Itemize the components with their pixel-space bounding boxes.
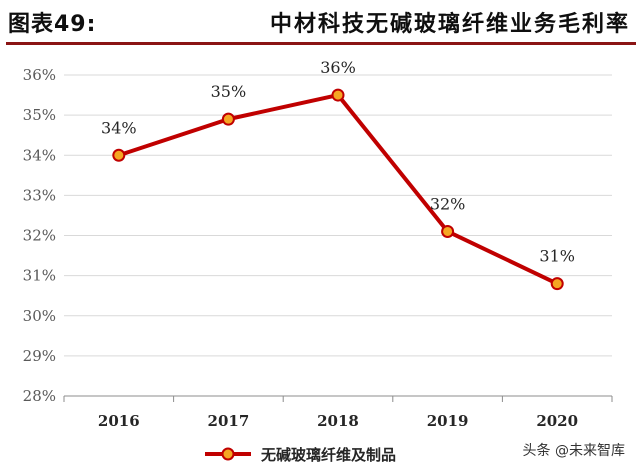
y-tick-label: 33% <box>23 186 56 204</box>
series-layer: 34% 35% 36% 32% 31% <box>101 58 575 291</box>
chart-header: 图表49: 中材科技无碱玻璃纤维业务毛利率 <box>0 0 640 42</box>
data-point <box>550 277 564 291</box>
data-label: 31% <box>539 247 575 266</box>
data-label: 36% <box>320 58 356 77</box>
y-tick-label: 31% <box>23 267 56 285</box>
y-axis: 28% 29% 30% 31% 32% 33% 34% 35% 36% <box>23 66 56 405</box>
data-point <box>221 112 235 126</box>
data-point <box>331 88 345 102</box>
y-tick-label: 28% <box>23 387 56 405</box>
legend: 无碱玻璃纤维及制品 <box>205 446 396 464</box>
figure-label: 图表49: <box>8 12 97 37</box>
watermark: 头条 @未来智库 <box>519 439 628 461</box>
x-tick-label: 2017 <box>208 412 250 430</box>
x-tick-label: 2019 <box>427 412 469 430</box>
y-tick-label: 32% <box>23 227 56 245</box>
chart-title: 中材科技无碱玻璃纤维业务毛利率 <box>269 12 630 37</box>
x-tick-label: 2020 <box>536 412 578 430</box>
data-label: 35% <box>211 82 247 101</box>
data-point <box>112 148 126 162</box>
y-tick-label: 30% <box>23 307 56 325</box>
y-tick-label: 34% <box>23 146 56 164</box>
series-line <box>118 93 559 286</box>
data-label: 34% <box>101 118 137 137</box>
y-tick-label: 29% <box>23 347 56 365</box>
x-tick-label: 2016 <box>98 412 140 430</box>
legend-label: 无碱玻璃纤维及制品 <box>260 446 396 464</box>
legend-marker <box>221 447 235 461</box>
data-point <box>441 224 455 238</box>
x-tick-label: 2018 <box>317 412 359 430</box>
x-axis: 2016 2017 2018 2019 2020 <box>63 395 613 430</box>
gridlines <box>64 74 612 397</box>
y-tick-label: 36% <box>23 66 56 84</box>
y-tick-label: 35% <box>23 106 56 124</box>
title-divider <box>6 42 636 45</box>
data-label: 32% <box>430 194 466 213</box>
